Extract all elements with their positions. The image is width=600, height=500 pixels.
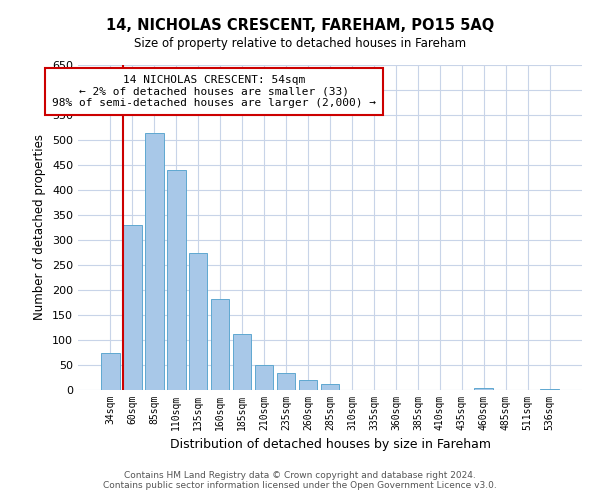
Bar [277,372,295,390]
Text: Size of property relative to detached houses in Fareham: Size of property relative to detached ho… [134,38,466,51]
Bar [167,170,185,390]
Text: 14, NICHOLAS CRESCENT, FAREHAM, PO15 5AQ: 14, NICHOLAS CRESCENT, FAREHAM, PO15 5AQ [106,18,494,32]
Bar [475,388,493,390]
Bar [123,225,142,390]
Bar [189,252,208,390]
Bar [541,388,559,390]
Bar [255,365,274,390]
Bar [299,380,317,390]
Bar [320,384,340,390]
Y-axis label: Number of detached properties: Number of detached properties [34,134,46,320]
Bar [145,132,164,390]
Bar [211,298,229,390]
Text: 14 NICHOLAS CRESCENT: 54sqm
← 2% of detached houses are smaller (33)
98% of semi: 14 NICHOLAS CRESCENT: 54sqm ← 2% of deta… [52,74,376,108]
Text: Contains HM Land Registry data © Crown copyright and database right 2024.
Contai: Contains HM Land Registry data © Crown c… [103,470,497,490]
Bar [101,352,119,390]
Bar [233,334,251,390]
X-axis label: Distribution of detached houses by size in Fareham: Distribution of detached houses by size … [170,438,491,452]
